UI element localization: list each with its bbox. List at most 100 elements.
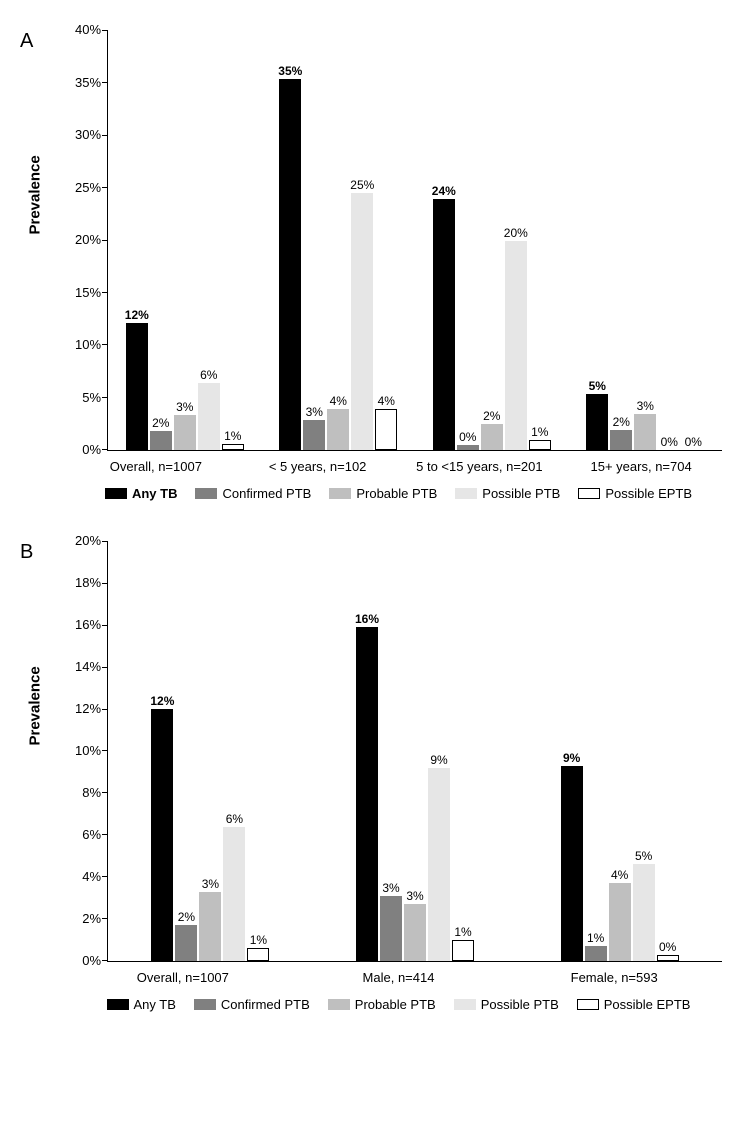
bar-any: 16% [356, 612, 378, 961]
bar [198, 383, 220, 450]
bar [126, 323, 148, 450]
tick-mark [102, 135, 108, 136]
x-labels: Overall, n=1007Male, n=414Female, n=593 [75, 970, 722, 985]
bar [505, 241, 527, 450]
bar [609, 883, 631, 961]
bar-value-label: 2% [178, 910, 195, 924]
tick-mark [102, 625, 108, 626]
tick-mark [102, 667, 108, 668]
legend-item-eptb: Possible EPTB [577, 997, 691, 1012]
bar-value-label: 4% [330, 394, 347, 408]
tick-mark [102, 709, 108, 710]
bar-group: 35%3%4%25%4% [262, 64, 416, 450]
bar-possible: 6% [198, 368, 220, 450]
bar [586, 394, 608, 450]
tick-mark [102, 541, 108, 542]
legend-label: Confirmed PTB [222, 486, 311, 501]
bar-value-label: 1% [250, 933, 267, 947]
bar [351, 193, 373, 450]
y-axis-label: Prevalence [27, 155, 44, 234]
bar [428, 768, 450, 961]
legend-swatch [454, 999, 476, 1010]
bar-value-label: 4% [611, 868, 628, 882]
bar-probable: 4% [609, 868, 631, 961]
plot-wrap: 0%5%10%15%20%25%30%35%40%12%2%3%6%1%35%3… [75, 30, 722, 451]
bar-value-label: 12% [150, 694, 174, 708]
legend-swatch [195, 488, 217, 499]
legend-item-any: Any TB [107, 997, 176, 1012]
bar-value-label: 5% [589, 379, 606, 393]
bar-probable: 2% [481, 409, 503, 450]
bar-any: 9% [561, 751, 583, 961]
bar-any: 35% [279, 64, 301, 450]
bar-possible: 20% [505, 226, 527, 450]
x-labels: Overall, n=1007< 5 years, n=1025 to <15 … [75, 459, 722, 474]
tick-mark [102, 30, 108, 31]
tick-mark [102, 834, 108, 835]
bar [279, 79, 301, 450]
legend-label: Possible PTB [482, 486, 560, 501]
bar-value-label: 2% [152, 416, 169, 430]
bar-probable: 3% [634, 399, 656, 450]
bar-probable: 3% [174, 400, 196, 450]
legend-label: Confirmed PTB [221, 997, 310, 1012]
bar [481, 424, 503, 450]
bar [327, 409, 349, 450]
bar [247, 948, 269, 961]
bar-value-label: 3% [202, 877, 219, 891]
bar [175, 925, 197, 961]
bar [452, 940, 474, 961]
legend: Any TBConfirmed PTBProbable PTBPossible … [75, 486, 722, 501]
bar-possible: 9% [428, 753, 450, 961]
tick-mark [102, 750, 108, 751]
bar-possible: 25% [351, 178, 373, 450]
bar-any: 12% [126, 308, 148, 450]
x-label: Overall, n=1007 [75, 970, 291, 985]
chart-panel: BPrevalence0%2%4%6%8%10%12%14%16%18%20%1… [20, 541, 722, 1012]
bar-value-label: 12% [125, 308, 149, 322]
legend-item-possible: Possible PTB [455, 486, 560, 501]
tick-mark [102, 240, 108, 241]
bar-confirmed: 0% [457, 430, 479, 450]
bar-confirmed: 2% [150, 416, 172, 450]
legend-swatch [455, 488, 477, 499]
legend-item-confirmed: Confirmed PTB [195, 486, 311, 501]
bar [657, 955, 679, 961]
legend-label: Any TB [134, 997, 176, 1012]
tick-mark [102, 187, 108, 188]
bar [634, 414, 656, 450]
bar [433, 199, 455, 450]
bar-eptb: 4% [375, 394, 397, 450]
bar-confirmed: 3% [303, 405, 325, 450]
legend-item-any: Any TB [105, 486, 178, 501]
bar [561, 766, 583, 961]
bar-value-label: 9% [430, 753, 447, 767]
chart-panel: APrevalence0%5%10%15%20%25%30%35%40%12%2… [20, 30, 722, 501]
bar-eptb: 0% [682, 435, 704, 450]
tick-mark [102, 792, 108, 793]
bar-value-label: 0% [685, 435, 702, 449]
bar-group: 16%3%3%9%1% [313, 612, 518, 961]
bar-eptb: 1% [529, 425, 551, 451]
tick-mark [102, 82, 108, 83]
bar [585, 946, 607, 961]
bar-eptb: 1% [222, 429, 244, 450]
bar-value-label: 1% [224, 429, 241, 443]
bar-value-label: 3% [406, 889, 423, 903]
legend-swatch [578, 488, 600, 499]
tick-mark [102, 583, 108, 584]
bar-any: 5% [586, 379, 608, 450]
panel-label: B [20, 541, 33, 564]
bar-value-label: 9% [563, 751, 580, 765]
legend-label: Any TB [132, 486, 178, 501]
y-axis-label: Prevalence [27, 666, 44, 745]
x-label: 15+ years, n=704 [560, 459, 722, 474]
bar [223, 827, 245, 961]
bar-eptb: 0% [657, 940, 679, 961]
bar [150, 431, 172, 450]
bar-value-label: 20% [504, 226, 528, 240]
bar [303, 420, 325, 450]
bar [174, 415, 196, 450]
bar-group: 12%2%3%6%1% [108, 694, 313, 961]
bar-confirmed: 1% [585, 931, 607, 961]
